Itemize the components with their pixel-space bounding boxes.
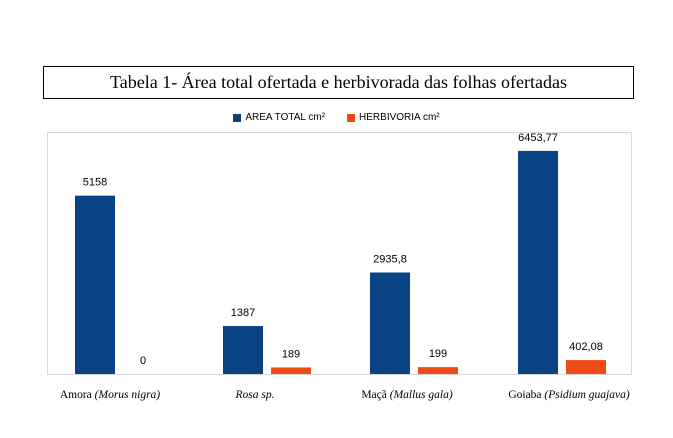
data-label-area-total-3: 6453,77 bbox=[518, 132, 558, 144]
legend-label-area-total: AREA TOTAL cm² bbox=[245, 112, 326, 123]
category-label-goiaba: Goiaba (Psidium guajava) bbox=[494, 389, 644, 401]
legend-item-area-total: AREA TOTAL cm² bbox=[233, 112, 325, 123]
data-label-herbivoria-1: 189 bbox=[282, 348, 300, 360]
category-scientific-name: Rosa sp. bbox=[235, 389, 275, 401]
data-label-herbivoria-2: 199 bbox=[429, 348, 447, 360]
bar-area-total-2 bbox=[370, 272, 410, 374]
page-title: Tabela 1- Área total ofertada e herbivor… bbox=[43, 66, 634, 99]
category-name: Amora bbox=[59, 389, 92, 401]
legend-swatch-herbivoria bbox=[347, 113, 356, 122]
chart-legend: AREA TOTAL cm² HERBIVORIA cm² bbox=[0, 112, 673, 123]
category-name: Goiaba bbox=[508, 389, 542, 401]
category-label-maca: Maçã (Mallus gala) bbox=[332, 389, 482, 401]
legend-swatch-area-total bbox=[233, 113, 242, 122]
bar-area-total-1 bbox=[223, 326, 263, 374]
legend-item-herbivoria: HERBIVORIA cm² bbox=[347, 112, 440, 123]
data-label-herbivoria-0: 0 bbox=[140, 355, 146, 367]
bar-herbivoria-1 bbox=[271, 367, 311, 374]
category-label-rosa: Rosa sp. bbox=[180, 389, 330, 401]
category-scientific-name: (Mallus gala) bbox=[389, 389, 453, 401]
bar-herbivoria-3 bbox=[566, 360, 606, 374]
category-name: Maçã bbox=[361, 389, 387, 401]
data-label-area-total-1: 1387 bbox=[231, 307, 255, 319]
bar-herbivoria-2 bbox=[418, 367, 458, 374]
category-scientific-name: (Psidium guajava) bbox=[544, 389, 630, 401]
data-label-area-total-0: 5158 bbox=[83, 177, 107, 189]
data-label-herbivoria-3: 402,08 bbox=[569, 341, 603, 353]
data-label-area-total-2: 2935,8 bbox=[373, 254, 407, 266]
bar-area-total-3 bbox=[518, 150, 558, 374]
bar-area-total-0 bbox=[75, 195, 115, 374]
legend-label-herbivoria: HERBIVORIA cm² bbox=[359, 112, 440, 123]
category-scientific-name: (Morus nigra) bbox=[94, 389, 161, 401]
category-label-amora: Amora (Morus nigra) bbox=[35, 389, 185, 401]
